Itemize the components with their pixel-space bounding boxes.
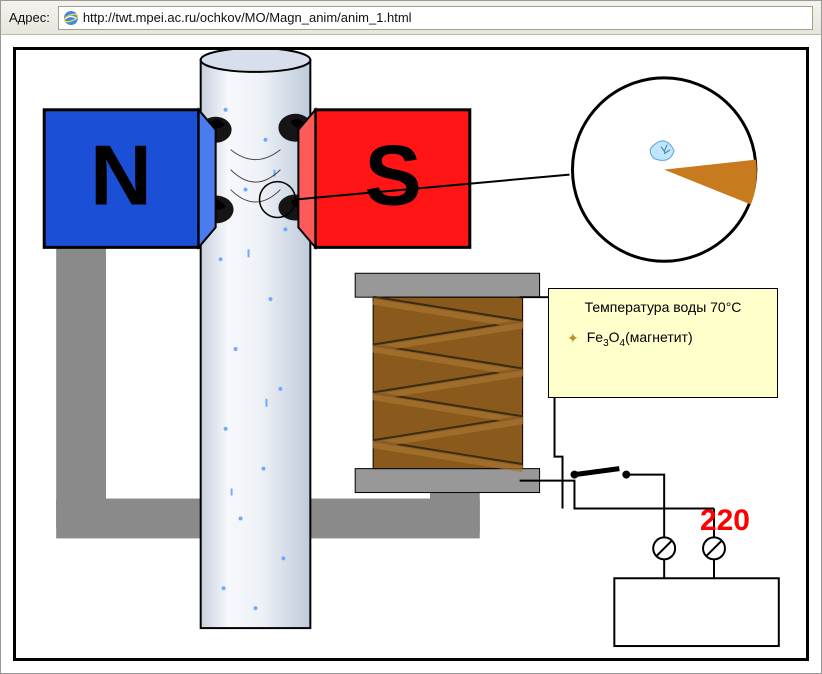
info-box: Температура воды 70°C ✦ Fe3O4(магнетит): [548, 288, 778, 398]
address-bar: Адрес: http://twt.mpei.ac.ru/ochkov/MO/M…: [1, 1, 821, 35]
address-field[interactable]: http://twt.mpei.ac.ru/ochkov/MO/Magn_ani…: [58, 6, 813, 30]
switch-blade: [574, 469, 619, 475]
magnet-north-label: N: [90, 127, 152, 223]
magnet-north: N: [44, 110, 215, 248]
browser-window: Адрес: http://twt.mpei.ac.ru/ochkov/MO/M…: [0, 0, 822, 674]
ie-icon: [63, 10, 79, 26]
magnet-south-label: S: [364, 127, 421, 223]
info-temp: Температура воды 70°C: [559, 299, 767, 315]
diagram-stage: N S: [13, 47, 809, 661]
address-url: http://twt.mpei.ac.ru/ochkov/MO/Magn_ani…: [83, 10, 412, 25]
voltage-label: 220: [700, 504, 750, 538]
magnet-south: S: [298, 110, 469, 248]
detail-circle: [572, 78, 756, 261]
power-box: [614, 578, 778, 646]
coil-assembly: [355, 273, 539, 492]
info-formula: Fe3O4(магнетит): [587, 329, 693, 349]
address-label: Адрес:: [9, 10, 50, 25]
magnetite-icon: ✦: [567, 330, 579, 347]
